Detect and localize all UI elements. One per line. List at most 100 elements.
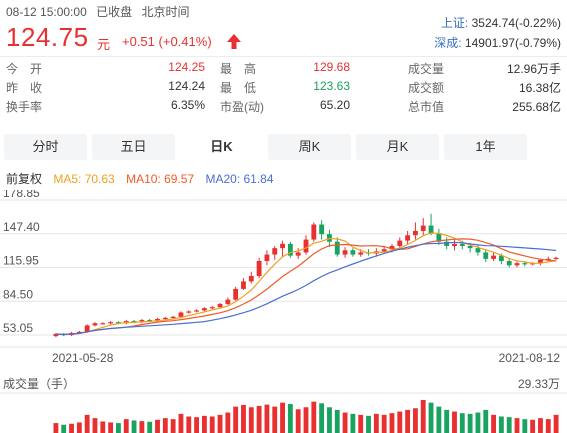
adjust-mode[interactable]: 前复权 bbox=[6, 172, 43, 186]
volume-bar bbox=[459, 413, 465, 433]
volume-bar bbox=[327, 407, 332, 433]
volume-bar bbox=[264, 404, 270, 433]
candle bbox=[452, 239, 457, 251]
volume-bar bbox=[319, 403, 325, 433]
volume-bar bbox=[498, 416, 504, 433]
volume-bar bbox=[553, 414, 559, 433]
candle bbox=[225, 297, 231, 306]
candle bbox=[538, 258, 543, 266]
candle bbox=[491, 252, 496, 262]
candle bbox=[319, 220, 325, 240]
price-change: +0.51 (+0.41%) bbox=[122, 34, 212, 49]
stat-value: 6.35% bbox=[170, 98, 205, 112]
candle bbox=[428, 213, 434, 236]
up-arrow-icon bbox=[227, 34, 241, 49]
tab-3[interactable]: 周K bbox=[268, 134, 351, 160]
volume-bar bbox=[428, 402, 434, 433]
volume-bar bbox=[522, 419, 528, 433]
volume-bar bbox=[194, 417, 200, 433]
candle bbox=[295, 248, 301, 259]
volume-bar bbox=[389, 413, 395, 433]
stat-label: 昨 收 bbox=[6, 81, 43, 95]
price-unit: 元 bbox=[97, 37, 111, 52]
ma-legend: 前复权 MA5: 70.63 MA10: 69.57 MA20: 61.84 bbox=[6, 170, 282, 187]
candle bbox=[311, 222, 317, 242]
candle bbox=[303, 235, 309, 255]
volume-bar bbox=[420, 400, 426, 433]
y-tick-label: 53.05 bbox=[3, 321, 33, 335]
volume-bar bbox=[139, 421, 145, 433]
kline-chart[interactable]: 178.85 147.40 115.95 84.50 53.05 2021-05-28 20… bbox=[0, 190, 567, 433]
volume-bar bbox=[241, 404, 246, 433]
index-value: 14901.97(-0.79%) bbox=[464, 36, 561, 50]
stat-value: 255.68亿 bbox=[512, 100, 561, 114]
candle bbox=[201, 307, 207, 312]
datetime: 08-12 15:00:00 bbox=[6, 5, 87, 19]
volume-max-label: 29.33万 bbox=[518, 377, 560, 391]
stat-value: 16.38亿 bbox=[518, 81, 561, 95]
volume-bar bbox=[412, 408, 418, 433]
volume-bar bbox=[61, 424, 67, 433]
volume-bar bbox=[225, 412, 231, 433]
stat-label: 成交额 bbox=[408, 81, 445, 95]
volume-bar bbox=[483, 409, 489, 433]
candle bbox=[280, 240, 285, 257]
stat-value: 65.20 bbox=[319, 98, 350, 112]
volume-bar bbox=[405, 409, 411, 433]
volume-bar bbox=[350, 413, 356, 433]
volume-bar bbox=[366, 415, 371, 433]
volume-bar bbox=[53, 423, 59, 433]
candle bbox=[186, 310, 192, 314]
volume-bar bbox=[116, 423, 121, 433]
candle bbox=[53, 332, 59, 338]
stat-value: 12.96万手 bbox=[506, 62, 561, 76]
volume-bar bbox=[530, 419, 536, 433]
volume-bar bbox=[287, 403, 293, 433]
tab-5[interactable]: 1年 bbox=[444, 134, 527, 160]
stat-label: 最 低 bbox=[220, 81, 257, 95]
volume-bar bbox=[155, 419, 160, 433]
volume-bar bbox=[467, 413, 473, 433]
tab-2[interactable]: 日K bbox=[180, 134, 263, 160]
tab-1[interactable]: 五日 bbox=[92, 134, 175, 160]
volume-bar bbox=[545, 419, 551, 433]
change-value: +0.51 bbox=[122, 34, 155, 49]
volume-bar bbox=[248, 407, 254, 433]
stat-value: 129.68 bbox=[313, 60, 350, 74]
stat-value: 124.25 bbox=[168, 60, 205, 74]
ma20-label: MA20: 61.84 bbox=[205, 172, 274, 186]
volume-bar bbox=[123, 419, 129, 433]
index-shanghai[interactable]: 上证: 3524.74(-0.22%) bbox=[441, 14, 561, 31]
stat-label: 换手率 bbox=[6, 100, 43, 114]
stat-value: 124.24 bbox=[168, 79, 205, 93]
stat-value: 123.63 bbox=[313, 79, 350, 93]
header-info: 08-12 15:00:00 已收盘 北京时间 bbox=[6, 3, 195, 20]
x-end-label: 2021-08-12 bbox=[499, 351, 561, 365]
volume-bar bbox=[538, 418, 543, 433]
ma5-label: MA5: 70.63 bbox=[53, 172, 115, 186]
x-start-label: 2021-05-28 bbox=[52, 351, 114, 365]
index-name: 上证: bbox=[440, 16, 469, 30]
index-name: 深成: bbox=[434, 36, 462, 50]
ma10-line bbox=[55, 238, 557, 336]
volume-bar bbox=[334, 409, 340, 433]
volume-bar bbox=[178, 413, 184, 433]
candle bbox=[233, 286, 239, 301]
ma20-line bbox=[55, 241, 557, 336]
stat-label: 总市值 bbox=[408, 100, 445, 114]
candle bbox=[92, 322, 98, 327]
stat-label: 成交量 bbox=[408, 62, 445, 76]
volume-bar bbox=[381, 414, 387, 433]
tab-0[interactable]: 分时 bbox=[4, 134, 87, 160]
volume-bar bbox=[303, 407, 309, 433]
candle bbox=[194, 309, 200, 313]
volume-bar bbox=[452, 411, 457, 433]
volume-bar bbox=[209, 416, 215, 433]
stat-label: 最 高 bbox=[220, 62, 257, 76]
candle bbox=[350, 248, 356, 257]
tab-4[interactable]: 月K bbox=[356, 134, 439, 160]
index-shenzhen[interactable]: 深成: 14901.97(-0.79%) bbox=[434, 34, 561, 51]
candle bbox=[178, 311, 184, 318]
y-tick-label: 115.95 bbox=[3, 254, 39, 268]
candle bbox=[514, 261, 520, 268]
